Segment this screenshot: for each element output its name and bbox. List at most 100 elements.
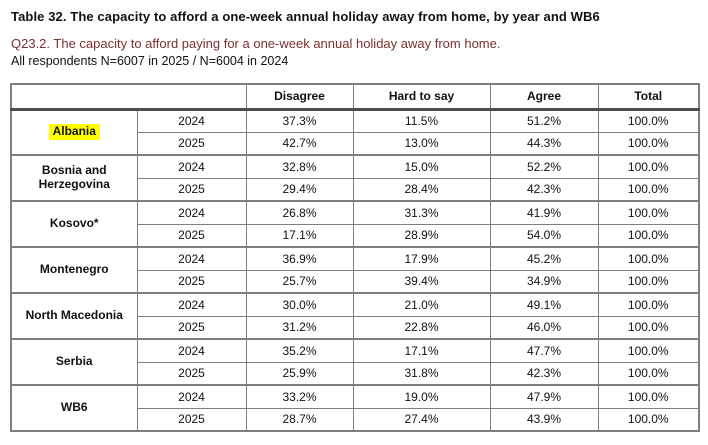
table-row: North Macedonia 2024 30.0% 21.0% 49.1% 100.0%	[10, 292, 700, 340]
country-cell: Montenegro	[10, 246, 138, 294]
value-cell: 31.3%	[352, 200, 491, 225]
value-cell: 100.0%	[597, 384, 700, 409]
value-cell: 28.7%	[245, 407, 354, 432]
table-row: 2025 31.2% 22.8% 46.0% 100.0%	[11, 315, 700, 340]
table-row: 2025 28.7% 27.4% 43.9% 100.0%	[11, 407, 700, 432]
value-cell: 42.3%	[489, 361, 599, 386]
value-cell: 17.1%	[245, 223, 354, 248]
table-row: WB6 2024 33.2% 19.0% 47.9% 100.0%	[10, 384, 700, 432]
data-table: Disagree Hard to say Agree Total Albania…	[10, 83, 700, 432]
value-cell: 39.4%	[352, 269, 491, 294]
value-cell: 30.0%	[245, 292, 354, 317]
year-cell: 2025	[136, 269, 247, 294]
value-cell: 17.1%	[352, 338, 491, 363]
value-cell: 100.0%	[597, 131, 700, 156]
value-cell: 28.9%	[352, 223, 491, 248]
value-cell: 47.9%	[489, 384, 599, 409]
respondents-note: All respondents N=6007 in 2025 / N=6004 …	[11, 54, 289, 68]
year-cell: 2024	[136, 154, 247, 179]
question-text: Q23.2. The capacity to afford paying for…	[11, 36, 501, 51]
country-label: Montenegro	[39, 262, 109, 277]
country-cell: Kosovo*	[10, 200, 138, 248]
year-cell: 2025	[136, 407, 247, 432]
value-cell: 100.0%	[597, 223, 700, 248]
column-header-total: Total	[597, 83, 700, 111]
value-cell: 100.0%	[597, 246, 700, 271]
year-cell: 2025	[136, 315, 247, 340]
value-cell: 41.9%	[489, 200, 599, 225]
value-cell: 100.0%	[597, 407, 700, 432]
year-cell: 2024	[136, 200, 247, 225]
year-cell: 2024	[136, 246, 247, 271]
year-cell: 2024	[136, 338, 247, 363]
table-row: 2025 25.9% 31.8% 42.3% 100.0%	[11, 361, 700, 386]
value-cell: 31.2%	[245, 315, 354, 340]
value-cell: 11.5%	[352, 108, 491, 133]
value-cell: 13.0%	[352, 131, 491, 156]
value-cell: 22.8%	[352, 315, 491, 340]
value-cell: 100.0%	[597, 108, 700, 133]
value-cell: 27.4%	[352, 407, 491, 432]
empty-header-cell	[10, 83, 247, 111]
value-cell: 49.1%	[489, 292, 599, 317]
country-cell: Albania	[10, 108, 138, 156]
country-label: WB6	[60, 400, 88, 415]
table-row: Kosovo* 2024 26.8% 31.3% 41.9% 100.0%	[10, 200, 700, 248]
table-body: Albania 2024 37.3% 11.5% 51.2% 100.0% 2025 42.7…	[10, 108, 700, 432]
table-row: Bosnia and Herzegovina 2024 32.8% 15.0% 52.2…	[10, 154, 700, 202]
value-cell: 100.0%	[597, 338, 700, 363]
year-cell: 2025	[136, 131, 247, 156]
value-cell: 15.0%	[352, 154, 491, 179]
value-cell: 42.3%	[489, 177, 599, 202]
value-cell: 43.9%	[489, 407, 599, 432]
year-cell: 2024	[136, 108, 247, 133]
country-cell: WB6	[10, 384, 138, 432]
header-row: Disagree Hard to say Agree Total	[10, 83, 700, 111]
year-cell: 2024	[136, 384, 247, 409]
value-cell: 25.9%	[245, 361, 354, 386]
column-header-disagree: Disagree	[245, 83, 354, 111]
value-cell: 54.0%	[489, 223, 599, 248]
column-header-agree: Agree	[489, 83, 599, 111]
value-cell: 52.2%	[489, 154, 599, 179]
country-cell: Bosnia and Herzegovina	[10, 154, 138, 202]
value-cell: 100.0%	[597, 315, 700, 340]
value-cell: 45.2%	[489, 246, 599, 271]
table-row: 2025 42.7% 13.0% 44.3% 100.0%	[11, 131, 700, 156]
country-label: North Macedonia	[25, 308, 123, 323]
year-cell: 2024	[136, 292, 247, 317]
year-cell: 2025	[136, 361, 247, 386]
value-cell: 32.8%	[245, 154, 354, 179]
country-label: Albania	[48, 124, 100, 141]
table-caption: Table 32. The capacity to afford a one-w…	[0, 0, 708, 68]
column-header-hard-to-say: Hard to say	[352, 83, 491, 111]
table-row: Serbia 2024 35.2% 17.1% 47.7% 100.0%	[10, 338, 700, 386]
value-cell: 33.2%	[245, 384, 354, 409]
value-cell: 100.0%	[597, 361, 700, 386]
country-cell: Serbia	[10, 338, 138, 386]
value-cell: 25.7%	[245, 269, 354, 294]
value-cell: 37.3%	[245, 108, 354, 133]
country-label: Bosnia and Herzegovina	[38, 163, 110, 191]
value-cell: 42.7%	[245, 131, 354, 156]
value-cell: 28.4%	[352, 177, 491, 202]
country-cell: North Macedonia	[10, 292, 138, 340]
table-title: Table 32. The capacity to afford a one-w…	[11, 9, 600, 24]
value-cell: 21.0%	[352, 292, 491, 317]
table-row: Albania 2024 37.3% 11.5% 51.2% 100.0%	[10, 108, 700, 156]
year-cell: 2025	[136, 223, 247, 248]
value-cell: 26.8%	[245, 200, 354, 225]
value-cell: 31.8%	[352, 361, 491, 386]
value-cell: 36.9%	[245, 246, 354, 271]
value-cell: 100.0%	[597, 269, 700, 294]
country-label: Kosovo*	[49, 216, 99, 231]
year-cell: 2025	[136, 177, 247, 202]
value-cell: 34.9%	[489, 269, 599, 294]
value-cell: 51.2%	[489, 108, 599, 133]
country-label: Serbia	[55, 354, 93, 369]
table-row: Montenegro 2024 36.9% 17.9% 45.2% 100.0%	[10, 246, 700, 294]
value-cell: 19.0%	[352, 384, 491, 409]
value-cell: 47.7%	[489, 338, 599, 363]
value-cell: 100.0%	[597, 200, 700, 225]
